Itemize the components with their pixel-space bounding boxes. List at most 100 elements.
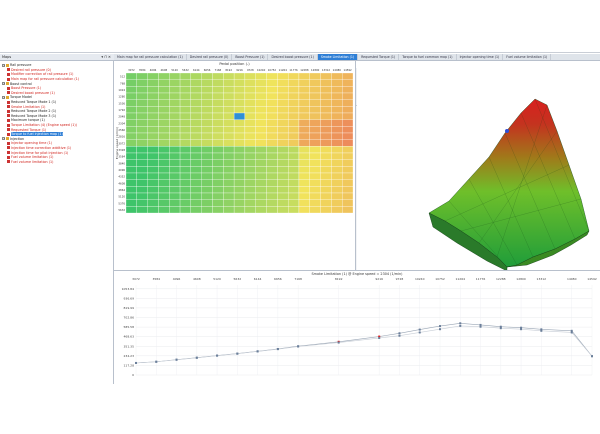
table-cell[interactable]	[212, 186, 224, 194]
table-cell[interactable]	[125, 192, 137, 200]
table-cell[interactable]	[179, 172, 192, 180]
tree-map-item[interactable]: Main map for rail pressure calculation (…	[2, 77, 111, 82]
tree-map-item[interactable]: Injector opening time (1)	[2, 141, 111, 146]
table-cell[interactable]	[179, 106, 192, 114]
table-cell[interactable]	[277, 192, 289, 200]
table-cell[interactable]	[309, 172, 321, 180]
table-cell[interactable]	[233, 146, 246, 154]
data-point[interactable]	[418, 331, 421, 334]
table-cell[interactable]	[169, 146, 181, 154]
data-point[interactable]	[297, 345, 300, 348]
table-cell[interactable]	[179, 99, 192, 107]
table-cell[interactable]	[298, 112, 310, 120]
table-cell[interactable]	[309, 86, 321, 94]
table-cell[interactable]	[266, 86, 278, 94]
document-tab[interactable]: Fuel volume limitation (1)	[503, 54, 552, 60]
table-cell[interactable]	[125, 139, 137, 147]
table-cell[interactable]	[158, 199, 170, 207]
table-cell[interactable]	[136, 159, 148, 167]
table-cell[interactable]	[179, 79, 192, 87]
table-cell[interactable]	[136, 112, 148, 120]
document-tab[interactable]: Main map for rail pressure calculation (…	[114, 54, 187, 60]
table-cell[interactable]	[190, 152, 202, 160]
tree-map-item[interactable]: Reduced Torque Mode 2 (1)	[2, 109, 111, 114]
table-cell[interactable]	[190, 192, 202, 200]
table-cell[interactable]	[223, 192, 235, 200]
table-cell[interactable]	[212, 179, 224, 187]
table-cell[interactable]	[266, 192, 278, 200]
table-cell[interactable]	[309, 139, 321, 147]
table-cell[interactable]	[320, 159, 332, 167]
table-cell[interactable]	[320, 139, 332, 147]
table-cell[interactable]	[255, 92, 267, 100]
table-cell[interactable]	[223, 112, 235, 120]
tree-folder[interactable]: − Boost control	[2, 81, 111, 86]
table-cell[interactable]	[212, 72, 224, 80]
table-cell[interactable]	[266, 179, 278, 187]
table-cell[interactable]	[136, 99, 148, 107]
table-cell[interactable]	[277, 92, 289, 100]
table-cell[interactable]	[298, 72, 310, 80]
table-cell[interactable]	[169, 199, 181, 207]
table-cell[interactable]	[233, 79, 246, 87]
table-cell[interactable]	[201, 152, 213, 160]
table-cell[interactable]	[277, 119, 289, 127]
table-cell[interactable]	[201, 126, 213, 134]
data-point[interactable]	[155, 360, 158, 363]
table-cell[interactable]	[201, 112, 213, 120]
table-cell[interactable]	[233, 166, 246, 174]
table-cell[interactable]	[298, 179, 310, 187]
table-cell[interactable]	[320, 152, 332, 160]
table-cell[interactable]	[277, 139, 289, 147]
table-cell[interactable]	[342, 199, 354, 207]
table-cell[interactable]	[179, 206, 192, 214]
table-cell[interactable]	[212, 206, 224, 214]
table-cell[interactable]	[266, 206, 278, 214]
table-cell[interactable]	[158, 159, 170, 167]
table-cell[interactable]	[342, 159, 354, 167]
table-cell[interactable]	[136, 72, 148, 80]
table-cell[interactable]	[136, 206, 148, 214]
table-cell[interactable]	[298, 119, 310, 127]
table-cell[interactable]	[309, 132, 321, 140]
table-cell[interactable]	[266, 99, 278, 107]
table-cell[interactable]	[158, 139, 170, 147]
table-cell[interactable]	[331, 119, 343, 127]
table-cell[interactable]	[147, 199, 159, 207]
table-cell[interactable]	[147, 92, 159, 100]
table-cell[interactable]	[125, 92, 137, 100]
table-cell[interactable]	[136, 146, 148, 154]
table-cell[interactable]	[233, 186, 246, 194]
table-cell[interactable]	[298, 152, 310, 160]
table-cell[interactable]	[223, 72, 235, 80]
table-cell[interactable]	[331, 206, 343, 214]
table-cell[interactable]	[125, 106, 137, 114]
table-cell[interactable]	[298, 126, 310, 134]
data-point[interactable]	[378, 335, 381, 338]
data-point[interactable]	[479, 325, 482, 328]
table-cell[interactable]	[158, 106, 170, 114]
table-cell[interactable]	[190, 92, 202, 100]
table-cell[interactable]	[136, 106, 148, 114]
table-cell[interactable]	[244, 112, 256, 120]
table-cell[interactable]	[342, 72, 354, 80]
table-cell[interactable]	[298, 192, 310, 200]
table-cell[interactable]	[244, 99, 256, 107]
table-cell[interactable]	[342, 166, 354, 174]
table-cell[interactable]	[331, 126, 343, 134]
table-cell[interactable]	[320, 119, 332, 127]
table-cell[interactable]	[147, 86, 159, 94]
table-cell[interactable]	[201, 132, 213, 140]
table-cell[interactable]	[125, 179, 137, 187]
table-cell[interactable]	[201, 179, 213, 187]
table-cell[interactable]	[331, 99, 343, 107]
collapse-icon[interactable]: −	[2, 82, 6, 86]
table-cell[interactable]	[233, 179, 246, 187]
table-cell[interactable]	[255, 126, 267, 134]
table-cell[interactable]	[244, 79, 256, 87]
table-cell[interactable]	[158, 146, 170, 154]
table-cell[interactable]	[125, 146, 137, 154]
table-cell[interactable]	[342, 206, 354, 214]
table-cell[interactable]	[223, 166, 235, 174]
table-cell[interactable]	[223, 79, 235, 87]
